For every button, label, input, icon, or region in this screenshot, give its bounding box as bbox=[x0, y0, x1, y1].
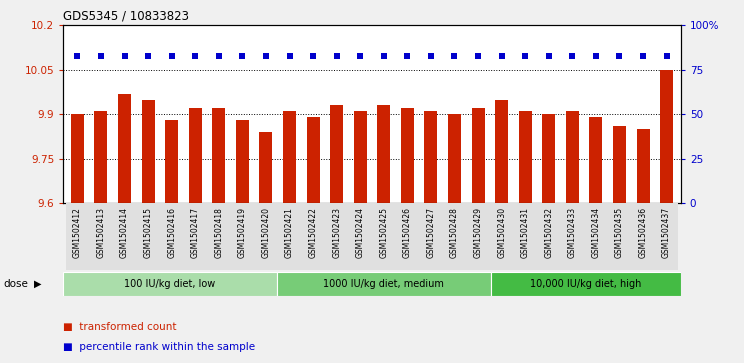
Text: GSM1502418: GSM1502418 bbox=[214, 207, 223, 257]
Bar bbox=[307, 117, 320, 203]
Text: GSM1502416: GSM1502416 bbox=[167, 207, 176, 258]
Text: GSM1502434: GSM1502434 bbox=[591, 207, 600, 258]
Text: ■  transformed count: ■ transformed count bbox=[63, 322, 177, 332]
Bar bbox=[231, 203, 254, 270]
Text: GSM1502427: GSM1502427 bbox=[426, 207, 435, 258]
Bar bbox=[136, 203, 160, 270]
Text: GSM1502423: GSM1502423 bbox=[332, 207, 341, 258]
Bar bbox=[542, 114, 555, 203]
Text: GSM1502421: GSM1502421 bbox=[285, 207, 294, 257]
Bar bbox=[113, 203, 136, 270]
Text: GSM1502428: GSM1502428 bbox=[450, 207, 459, 257]
Bar bbox=[655, 203, 679, 270]
Bar bbox=[189, 109, 202, 203]
Bar bbox=[260, 132, 272, 203]
Bar bbox=[165, 120, 178, 203]
Bar bbox=[301, 203, 325, 270]
Bar bbox=[236, 120, 248, 203]
Bar bbox=[496, 99, 508, 203]
Text: GSM1502433: GSM1502433 bbox=[568, 207, 577, 258]
Bar bbox=[348, 203, 372, 270]
Bar bbox=[443, 203, 466, 270]
Bar bbox=[160, 203, 184, 270]
Bar bbox=[537, 203, 560, 270]
Bar bbox=[396, 203, 419, 270]
Text: GSM1502431: GSM1502431 bbox=[521, 207, 530, 258]
Text: 1000 IU/kg diet, medium: 1000 IU/kg diet, medium bbox=[324, 279, 444, 289]
Text: GSM1502435: GSM1502435 bbox=[615, 207, 624, 258]
Bar bbox=[631, 203, 655, 270]
Bar bbox=[207, 203, 231, 270]
Bar bbox=[513, 203, 537, 270]
Bar bbox=[65, 203, 89, 270]
Bar bbox=[212, 109, 225, 203]
Text: GSM1502424: GSM1502424 bbox=[356, 207, 365, 258]
Bar bbox=[584, 203, 608, 270]
Bar bbox=[637, 129, 650, 203]
Bar bbox=[608, 203, 631, 270]
Text: GSM1502412: GSM1502412 bbox=[73, 207, 82, 257]
Bar bbox=[94, 111, 107, 203]
Bar bbox=[660, 70, 673, 203]
Text: GSM1502417: GSM1502417 bbox=[190, 207, 199, 258]
Bar bbox=[491, 272, 681, 296]
Bar bbox=[466, 203, 490, 270]
Text: ■  percentile rank within the sample: ■ percentile rank within the sample bbox=[63, 342, 255, 352]
Bar bbox=[71, 114, 84, 203]
Text: GSM1502426: GSM1502426 bbox=[403, 207, 412, 258]
Bar bbox=[184, 203, 207, 270]
Text: ▶: ▶ bbox=[33, 279, 41, 289]
Bar bbox=[424, 111, 437, 203]
Text: 100 IU/kg diet, low: 100 IU/kg diet, low bbox=[124, 279, 216, 289]
Bar bbox=[283, 111, 296, 203]
Bar bbox=[330, 106, 343, 203]
Bar bbox=[519, 111, 532, 203]
Bar bbox=[353, 111, 367, 203]
Bar bbox=[118, 94, 131, 203]
Text: dose: dose bbox=[4, 279, 28, 289]
Bar bbox=[490, 203, 513, 270]
Bar bbox=[419, 203, 443, 270]
Bar bbox=[472, 109, 484, 203]
Text: GSM1502415: GSM1502415 bbox=[144, 207, 153, 258]
Text: GSM1502430: GSM1502430 bbox=[497, 207, 506, 258]
Bar bbox=[63, 272, 277, 296]
Text: GSM1502414: GSM1502414 bbox=[120, 207, 129, 258]
Bar bbox=[254, 203, 278, 270]
Bar bbox=[566, 111, 579, 203]
Bar bbox=[377, 106, 391, 203]
Bar bbox=[325, 203, 348, 270]
Bar bbox=[372, 203, 396, 270]
Text: GSM1502420: GSM1502420 bbox=[261, 207, 270, 258]
Bar bbox=[89, 203, 113, 270]
Text: GSM1502422: GSM1502422 bbox=[309, 207, 318, 257]
Bar bbox=[141, 99, 155, 203]
Text: GSM1502436: GSM1502436 bbox=[638, 207, 647, 258]
Text: GSM1502429: GSM1502429 bbox=[474, 207, 483, 258]
Bar bbox=[277, 272, 491, 296]
Bar bbox=[401, 109, 414, 203]
Bar bbox=[278, 203, 301, 270]
Bar bbox=[589, 117, 603, 203]
Bar bbox=[560, 203, 584, 270]
Bar bbox=[613, 126, 626, 203]
Text: GDS5345 / 10833823: GDS5345 / 10833823 bbox=[63, 9, 189, 22]
Text: 10,000 IU/kg diet, high: 10,000 IU/kg diet, high bbox=[530, 279, 641, 289]
Text: GSM1502425: GSM1502425 bbox=[379, 207, 388, 258]
Text: GSM1502413: GSM1502413 bbox=[97, 207, 106, 258]
Bar bbox=[448, 114, 461, 203]
Text: GSM1502432: GSM1502432 bbox=[545, 207, 554, 258]
Text: GSM1502419: GSM1502419 bbox=[238, 207, 247, 258]
Text: GSM1502437: GSM1502437 bbox=[662, 207, 671, 258]
